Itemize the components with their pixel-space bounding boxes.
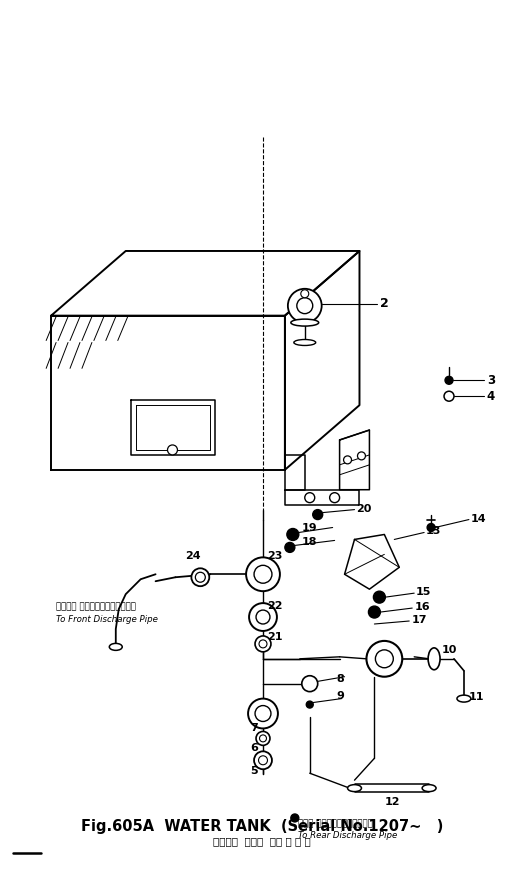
Text: リャー ディスチャージパイプへ: リャー ディスチャージパイプへ	[298, 820, 373, 828]
Circle shape	[256, 610, 270, 624]
Text: 13: 13	[426, 526, 442, 537]
Text: 3: 3	[487, 374, 495, 387]
Circle shape	[343, 456, 352, 464]
Circle shape	[306, 701, 313, 708]
Circle shape	[427, 523, 435, 531]
Text: 2: 2	[381, 297, 389, 310]
Circle shape	[254, 752, 272, 769]
Text: 23: 23	[267, 551, 282, 561]
Circle shape	[195, 572, 205, 582]
Ellipse shape	[428, 648, 440, 670]
Text: Fig.605A  WATER TANK  (Serial No.1207∼   ): Fig.605A WATER TANK (Serial No.1207∼ )	[81, 820, 443, 834]
Text: 6: 6	[250, 743, 258, 753]
Text: 17: 17	[411, 615, 427, 625]
Text: 9: 9	[337, 691, 344, 700]
Circle shape	[258, 756, 267, 765]
Text: 8: 8	[337, 673, 344, 684]
Circle shape	[167, 445, 177, 455]
Circle shape	[259, 735, 267, 742]
Circle shape	[444, 391, 454, 402]
Circle shape	[313, 510, 323, 520]
Ellipse shape	[109, 644, 122, 651]
Text: To Rear Discharge Pipe: To Rear Discharge Pipe	[298, 832, 397, 841]
Ellipse shape	[422, 785, 436, 792]
Circle shape	[369, 606, 381, 618]
Circle shape	[445, 376, 453, 384]
Circle shape	[259, 640, 267, 648]
Text: ウォータ  タンク  （適 用 号 機: ウォータ タンク （適 用 号 機	[213, 836, 311, 846]
Text: 5: 5	[250, 766, 258, 776]
Circle shape	[305, 493, 314, 503]
Circle shape	[297, 298, 313, 314]
Circle shape	[302, 676, 318, 692]
Text: 22: 22	[267, 601, 282, 611]
Circle shape	[255, 636, 271, 652]
Text: 21: 21	[267, 632, 282, 642]
Circle shape	[373, 591, 385, 603]
Circle shape	[285, 543, 295, 552]
Text: 10: 10	[442, 645, 457, 655]
Circle shape	[246, 557, 280, 591]
Circle shape	[287, 529, 299, 540]
Circle shape	[358, 452, 365, 460]
Text: 4: 4	[487, 389, 495, 402]
Text: 18: 18	[302, 537, 317, 548]
Circle shape	[330, 493, 340, 503]
Circle shape	[366, 641, 402, 677]
Circle shape	[249, 603, 277, 631]
Circle shape	[192, 568, 209, 586]
Text: 24: 24	[185, 551, 201, 561]
Text: フロント ディスチャージパイプへ: フロント ディスチャージパイプへ	[56, 603, 136, 611]
Text: 12: 12	[384, 797, 400, 807]
Text: 15: 15	[416, 587, 432, 598]
Text: 16: 16	[414, 602, 430, 612]
Text: 7: 7	[250, 724, 258, 733]
Circle shape	[248, 699, 278, 728]
Ellipse shape	[457, 695, 471, 702]
Text: 14: 14	[471, 514, 487, 523]
Circle shape	[254, 565, 272, 584]
Text: 20: 20	[356, 503, 372, 514]
Circle shape	[255, 706, 271, 721]
Circle shape	[301, 290, 309, 298]
Circle shape	[375, 650, 393, 668]
Circle shape	[291, 814, 299, 822]
Text: 11: 11	[469, 692, 485, 702]
Ellipse shape	[348, 785, 362, 792]
Text: 19: 19	[302, 523, 318, 532]
Text: To Front Discharge Pipe: To Front Discharge Pipe	[56, 615, 158, 624]
Ellipse shape	[294, 340, 316, 346]
Circle shape	[288, 289, 322, 322]
Circle shape	[256, 732, 270, 746]
Ellipse shape	[291, 319, 319, 326]
